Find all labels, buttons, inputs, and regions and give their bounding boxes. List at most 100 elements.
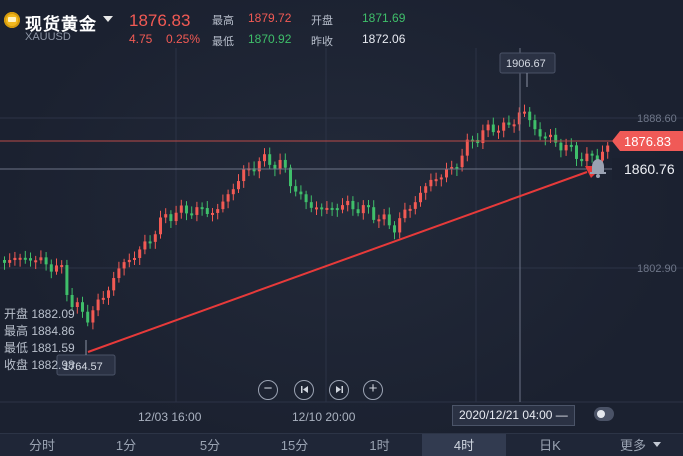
candle-body [138, 249, 142, 258]
candlestick-chart[interactable]: 1888.60 1802.90 1876.83 1860.76 1906.67 … [0, 48, 683, 433]
candle-body [252, 168, 256, 172]
candle-body [439, 177, 443, 180]
tab-4hour[interactable]: 4时 [422, 434, 506, 456]
candle-body [122, 262, 126, 269]
price-axis-tick-1: 1888.60 [637, 113, 677, 125]
candle-body [419, 192, 422, 203]
candle-body [465, 139, 469, 156]
candle-body [533, 120, 537, 130]
ohlc-open: 开盘 1882.09 [4, 307, 75, 321]
tab-fenshi[interactable]: 分时 [28, 438, 55, 453]
candle-body [164, 214, 168, 218]
candle-body [387, 214, 391, 226]
candle-body [372, 207, 376, 220]
candle-body [543, 136, 547, 139]
prev-close-label: 昨收 [311, 36, 333, 48]
candle-body [127, 259, 131, 263]
high-label: 最高 [212, 15, 234, 27]
candle-body [309, 202, 313, 208]
candle-body [200, 207, 204, 210]
candles-group [3, 104, 610, 330]
candle-body [335, 208, 339, 211]
zoom-in-button[interactable]: + [363, 380, 383, 400]
tab-more[interactable]: 更多 [620, 438, 647, 453]
current-price-tag-text: 1876.83 [624, 134, 671, 149]
candle-body [403, 209, 407, 219]
tab-1hour[interactable]: 1时 [369, 438, 390, 453]
candle-body [13, 257, 17, 261]
candle-body [564, 144, 568, 151]
candle-body [320, 207, 324, 210]
candle-body [273, 164, 277, 170]
candle-body [606, 145, 610, 152]
current-price-tag [612, 131, 683, 151]
candle-body [143, 241, 147, 250]
candle-body [226, 194, 230, 202]
price-axis-tick-2: 1802.90 [637, 263, 677, 275]
candle-body [450, 167, 454, 170]
candle-body [190, 213, 194, 216]
instrument-title[interactable]: 现货黄金 [25, 15, 97, 34]
gold-coin-icon [4, 12, 20, 28]
candle-body [455, 167, 459, 170]
chevron-down-icon [653, 442, 661, 447]
previous-button[interactable] [294, 380, 314, 400]
candle-body [517, 112, 521, 125]
period-tab-bar: 分时 1分 5分 15分 1时 4时 日K 更多 [0, 433, 683, 456]
candle-body [299, 191, 303, 195]
time-axis-label-1: 12/03 16:00 [138, 410, 202, 424]
candle-body [211, 212, 214, 215]
candle-body [601, 151, 604, 161]
candle-body [153, 234, 157, 242]
ohlc-high: 最高 1884.86 [4, 324, 75, 338]
candle-body [169, 214, 173, 222]
candle-body [460, 155, 464, 168]
candle-body [595, 155, 599, 161]
candle-body [34, 260, 38, 263]
candle-body [70, 294, 74, 308]
high-annotation-text: 1906.67 [506, 58, 546, 70]
next-button[interactable] [329, 380, 349, 400]
trend-line[interactable] [87, 171, 588, 353]
ohlc-low: 最低 1881.59 [4, 341, 75, 355]
crosshair-time-tag: 2020/12/21 04:00 — [452, 405, 575, 426]
candle-body [413, 202, 417, 209]
tab-1min[interactable]: 1分 [115, 438, 137, 453]
price-change-percent: 0.25% [166, 32, 201, 46]
candle-body [159, 217, 162, 235]
tab-5min[interactable]: 5分 [199, 438, 221, 453]
candle-body [377, 219, 381, 222]
candle-body [81, 302, 84, 312]
candle-body [590, 153, 594, 156]
candle-body [112, 278, 116, 291]
candle-body [434, 179, 438, 182]
crosshair-price-tag-text: 1860.76 [624, 161, 675, 177]
candle-body [356, 209, 360, 214]
price-change: 4.75 [129, 32, 153, 46]
candle-body [361, 205, 365, 214]
zoom-out-button[interactable]: − [258, 380, 278, 400]
bell-alert-icon[interactable] [590, 159, 606, 178]
candle-body [569, 144, 573, 147]
next-icon [335, 386, 343, 393]
candle-body [75, 302, 79, 308]
candle-body [39, 257, 43, 261]
candle-body [491, 124, 495, 133]
candle-body [257, 161, 261, 172]
candle-body [341, 205, 344, 210]
tab-daily[interactable]: 日K [539, 438, 561, 453]
candle-body [580, 158, 584, 162]
candle-body [8, 260, 12, 263]
candle-body [538, 129, 542, 137]
candle-body [205, 208, 209, 214]
candle-body [507, 122, 511, 125]
tab-15min[interactable]: 15分 [280, 438, 309, 453]
dropdown-triangle-icon[interactable] [103, 16, 113, 22]
candle-body [23, 257, 27, 260]
candle-body [346, 200, 350, 206]
candle-body [242, 169, 246, 182]
candle-body [523, 111, 526, 114]
candle-body [91, 310, 95, 323]
candle-body [65, 265, 69, 295]
toggle-switch[interactable] [594, 407, 614, 421]
